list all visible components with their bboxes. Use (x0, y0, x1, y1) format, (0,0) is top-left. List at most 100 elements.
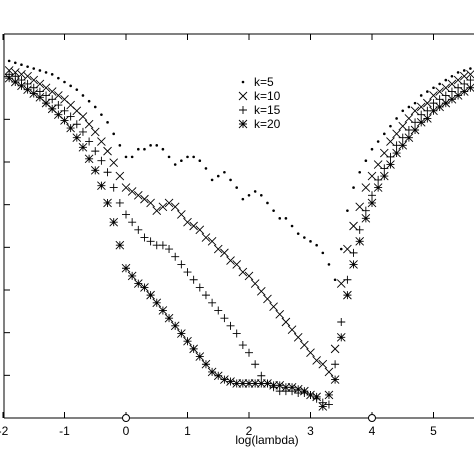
data-point (29, 75, 39, 85)
data-point (220, 314, 229, 323)
data-point (17, 81, 26, 91)
x-tick-label: 0 (123, 424, 130, 438)
data-point (349, 221, 358, 231)
data-point (232, 329, 241, 338)
data-point (47, 104, 57, 114)
data-point (100, 113, 103, 116)
data-point (241, 197, 245, 201)
data-point (183, 336, 192, 346)
data-point (32, 67, 36, 70)
data-point (257, 371, 266, 380)
data-point (459, 71, 469, 81)
data-point (373, 183, 383, 192)
data-point (386, 137, 395, 146)
data-point (189, 275, 198, 284)
data-point (401, 109, 405, 113)
x-tick-label: 4 (369, 424, 376, 438)
data-point (244, 379, 254, 388)
data-point (171, 252, 180, 261)
data-point (152, 298, 162, 308)
data-point (177, 210, 186, 219)
data-point (72, 133, 82, 142)
data-point (127, 187, 137, 196)
data-point (115, 198, 124, 207)
data-point (281, 317, 291, 327)
data-point (213, 244, 223, 254)
data-point (466, 76, 474, 85)
data-point (303, 236, 306, 239)
data-point (84, 154, 94, 164)
data-point (35, 79, 45, 89)
data-point (38, 69, 42, 72)
data-point (416, 118, 426, 127)
data-point (180, 159, 183, 163)
data-point (173, 163, 177, 166)
data-point (158, 241, 167, 250)
data-point (97, 181, 106, 190)
data-point (195, 225, 205, 235)
data-point (17, 70, 26, 79)
data-point (444, 78, 448, 82)
data-point (300, 340, 309, 350)
data-point (140, 194, 149, 204)
y-axis-ticks (4, 33, 10, 419)
data-point (306, 348, 315, 358)
data-point (379, 148, 389, 158)
data-point (229, 178, 232, 182)
data-point (63, 80, 66, 84)
data-point (93, 105, 97, 109)
data-point (287, 382, 297, 392)
data-point (195, 283, 204, 292)
data-point (183, 268, 192, 277)
data-point (410, 125, 420, 135)
data-point (367, 198, 377, 208)
plot-frame (3, 33, 474, 419)
data-point (361, 206, 370, 215)
data-point (112, 132, 115, 136)
data-point (115, 171, 125, 181)
data-point (269, 302, 278, 311)
data-point (312, 356, 321, 365)
data-point (208, 298, 217, 307)
data-point (343, 290, 352, 300)
data-point (155, 144, 159, 147)
data-point (78, 142, 88, 152)
data-point (331, 360, 340, 369)
data-point (85, 137, 94, 146)
data-point (266, 201, 269, 205)
data-point (201, 233, 211, 242)
data-point (91, 147, 100, 156)
data-point (60, 116, 69, 125)
data-point (330, 375, 340, 384)
data-point (23, 71, 32, 81)
legend-entry: k=20 (238, 117, 281, 131)
data-point (170, 202, 180, 212)
data-point (195, 352, 205, 361)
data-point (324, 400, 333, 409)
data-point (177, 260, 186, 269)
data-point (404, 133, 414, 142)
data-point (106, 121, 109, 124)
data-point (146, 198, 155, 208)
data-point (336, 333, 346, 342)
data-point (272, 209, 275, 212)
x-axis-ticks: -2 -1 0 1 2 3 4 5 (0, 34, 437, 438)
data-point (90, 166, 100, 175)
data-point (201, 359, 211, 369)
data-point (278, 217, 282, 220)
data-point (210, 178, 214, 182)
data-point (260, 193, 263, 197)
data-point (263, 379, 272, 388)
data-point (343, 244, 352, 254)
data-point (165, 245, 174, 254)
data-point (57, 76, 60, 80)
data-point (466, 70, 474, 79)
legend-label: k=10 (254, 89, 281, 103)
series-markers (4, 59, 474, 411)
data-point (143, 147, 146, 151)
data-point (152, 206, 162, 215)
data-point (333, 278, 337, 282)
data-point (35, 93, 45, 102)
data-point (376, 140, 380, 143)
data-point (407, 105, 411, 109)
